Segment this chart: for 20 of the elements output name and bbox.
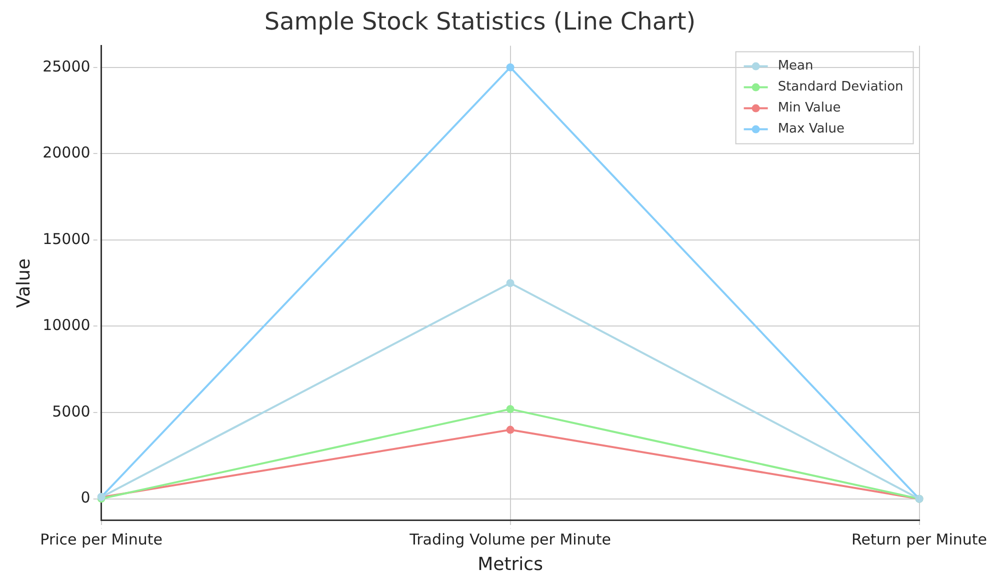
point xyxy=(506,405,514,414)
point xyxy=(506,279,514,288)
y-tick-label: 15000 xyxy=(42,230,90,248)
y-axis-title: Value xyxy=(13,258,34,308)
y-tick-label: 20000 xyxy=(42,144,90,162)
x-axis-title: Metrics xyxy=(478,554,543,575)
x-tick-label: Return per Minute xyxy=(852,530,988,548)
y-tick-label: 25000 xyxy=(42,57,90,76)
y-tick-label: 0 xyxy=(80,488,90,507)
point xyxy=(506,63,514,72)
x-tick-label: Price per Minute xyxy=(40,530,162,548)
legend-label: Mean xyxy=(778,58,814,74)
legend-label: Max Value xyxy=(778,122,845,137)
legend-label: Standard Deviation xyxy=(778,80,904,95)
x-tick-label: Trading Volume per Minute xyxy=(408,530,611,548)
legend-label: Min Value xyxy=(778,100,841,116)
y-tick-label: 5000 xyxy=(52,402,90,420)
point xyxy=(506,426,514,434)
chart-title: Sample Stock Statistics (Line Chart) xyxy=(264,8,696,36)
y-tick-label: 10000 xyxy=(42,316,90,334)
